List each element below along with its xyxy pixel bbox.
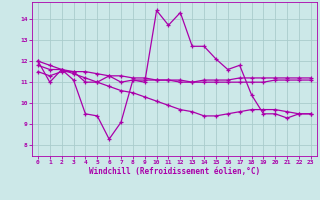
X-axis label: Windchill (Refroidissement éolien,°C): Windchill (Refroidissement éolien,°C) <box>89 167 260 176</box>
